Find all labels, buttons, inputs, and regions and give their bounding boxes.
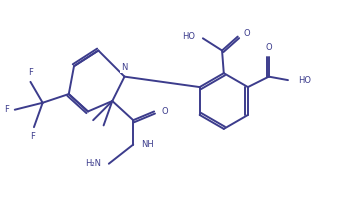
Text: N: N: [121, 64, 128, 73]
Text: O: O: [266, 43, 272, 52]
Text: HO: HO: [182, 32, 195, 41]
Text: NH: NH: [141, 140, 154, 149]
Text: O: O: [244, 29, 251, 38]
Text: HO: HO: [298, 76, 311, 85]
Text: F: F: [4, 105, 9, 114]
Text: O: O: [162, 107, 169, 116]
Text: F: F: [30, 132, 35, 141]
Text: F: F: [28, 68, 33, 77]
Text: H₂N: H₂N: [85, 159, 101, 168]
